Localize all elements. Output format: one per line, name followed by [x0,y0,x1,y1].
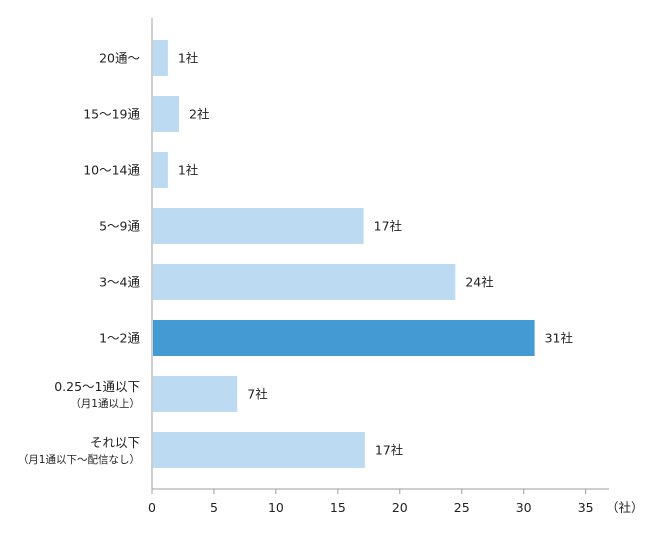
x-axis-ticks: 0 5 10 15 20 25 30 35 [148,489,594,515]
category-sublabel-6: （月1通以上） [70,398,140,410]
bar-0 [153,40,168,76]
category-labels: 20通～ 15～19通 10～14通 5～9通 3～4通 1～2通 0.25～1通以下 （月1… [18,51,141,467]
category-label-0: 20通～ [99,51,140,66]
bar-4 [153,264,456,300]
bars [153,40,535,468]
category-label-7: それ以下 [90,435,140,450]
x-tick-label-5: 25 [454,500,470,515]
x-tick-label-1: 5 [210,500,218,515]
bar-value-label-6: 7社 [247,387,267,402]
bar-1 [153,96,180,132]
bar-value-label-5: 31社 [545,331,573,346]
category-label-1: 15～19通 [83,107,140,122]
bar-3 [153,208,364,244]
bar-6 [153,376,238,412]
bar-2 [153,152,168,188]
bar-value-label-7: 17社 [375,443,403,458]
x-tick-label-3: 15 [330,500,346,515]
bar-value-label-0: 1社 [178,51,198,66]
x-tick-label-0: 0 [148,500,156,515]
bar-value-label-4: 24社 [465,275,493,290]
x-tick-label-2: 10 [268,500,284,515]
x-tick-label-4: 20 [392,500,408,515]
bar-value-label-3: 17社 [374,219,402,234]
bar-7 [153,432,365,468]
category-label-2: 10～14通 [83,163,140,178]
bar-value-label-2: 1社 [178,163,198,178]
category-label-4: 3～4通 [99,275,140,290]
category-label-3: 5～9通 [99,219,140,234]
x-axis-unit-label: （社） [606,500,644,515]
x-tick-label-7: 35 [578,500,594,515]
bar-5 [153,320,535,356]
value-labels: 1社 2社 1社 17社 24社 31社 7社 17社 [178,51,573,458]
category-sublabel-7: （月1通以下～配信なし） [18,454,140,466]
x-tick-label-6: 30 [516,500,532,515]
bar-value-label-1: 2社 [189,107,209,122]
category-label-5: 1～2通 [99,331,140,346]
category-label-6: 0.25～1通以下 [54,379,140,394]
